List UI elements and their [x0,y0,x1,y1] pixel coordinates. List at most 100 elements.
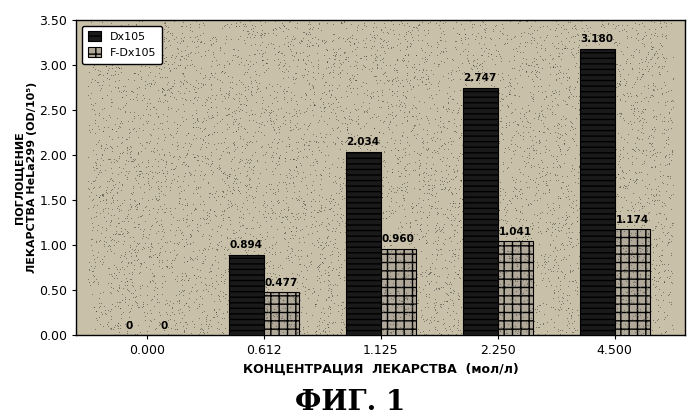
Point [174,40,186,47]
Point [316,319,327,326]
Point [272,49,284,55]
Point [616,315,627,322]
Point [396,57,407,63]
Point [85,90,97,97]
Point [327,208,338,215]
Point [482,53,493,60]
Point [639,267,650,273]
Point [374,238,385,245]
Point [468,57,480,64]
Point [461,162,472,169]
Point [615,47,626,54]
Point [470,245,481,252]
Point [500,312,511,318]
Point [207,39,218,46]
Point [88,178,99,185]
Point [399,52,410,58]
Point [339,48,350,55]
Point [181,216,193,223]
Point [105,280,116,287]
Point [119,87,130,93]
Point [461,55,472,62]
Point [172,45,183,52]
Point [278,318,289,325]
Point [267,311,279,318]
Point [330,140,341,147]
Point [659,113,670,120]
Point [484,113,496,120]
Point [199,126,210,133]
Point [552,53,564,60]
Point [381,302,392,308]
Point [377,194,388,200]
Point [249,76,260,83]
Point [168,17,179,24]
Point [215,298,226,304]
Point [100,186,111,193]
Point [110,272,121,279]
Point [610,297,622,304]
Point [402,261,414,268]
Point [275,303,286,310]
Point [101,92,112,99]
Point [650,222,662,229]
Text: 2.034: 2.034 [346,137,379,147]
Point [386,129,398,135]
Point [340,170,351,177]
Point [164,152,176,158]
Point [519,256,530,263]
Point [507,274,518,281]
Point [327,82,338,89]
Point [633,324,644,331]
Point [626,252,637,258]
Point [118,230,129,237]
Point [343,58,354,64]
Point [205,104,216,110]
Point [137,228,148,235]
Point [130,243,141,249]
Point [510,75,521,81]
Point [138,309,149,315]
Point [660,328,671,334]
Point [398,89,409,95]
Point [193,162,204,168]
Point [648,145,659,152]
Point [626,287,637,294]
Point [142,102,153,109]
Point [435,246,447,252]
Point [398,129,409,135]
Point [405,330,416,337]
Point [398,192,409,199]
Point [332,85,343,92]
Point [497,246,508,253]
Point [647,140,658,147]
Point [274,48,285,55]
Point [440,298,452,304]
Point [577,296,588,302]
Point [191,152,202,158]
Point [289,76,300,83]
Point [183,140,194,147]
Point [136,246,148,252]
Point [650,191,662,197]
Point [464,304,475,310]
Point [508,274,519,281]
Point [474,77,485,84]
Point [601,123,612,130]
Point [596,53,608,60]
Point [113,65,124,72]
Point [426,182,438,189]
Point [657,91,668,98]
Point [135,168,146,174]
Point [384,328,395,335]
Point [223,149,235,156]
Point [295,309,306,316]
Point [512,308,524,315]
Point [467,171,478,178]
Point [524,24,535,31]
Point [418,209,429,216]
Point [382,291,393,298]
Point [162,316,174,323]
Point [306,220,317,227]
Legend: Dx105, F-Dx105: Dx105, F-Dx105 [82,26,162,64]
